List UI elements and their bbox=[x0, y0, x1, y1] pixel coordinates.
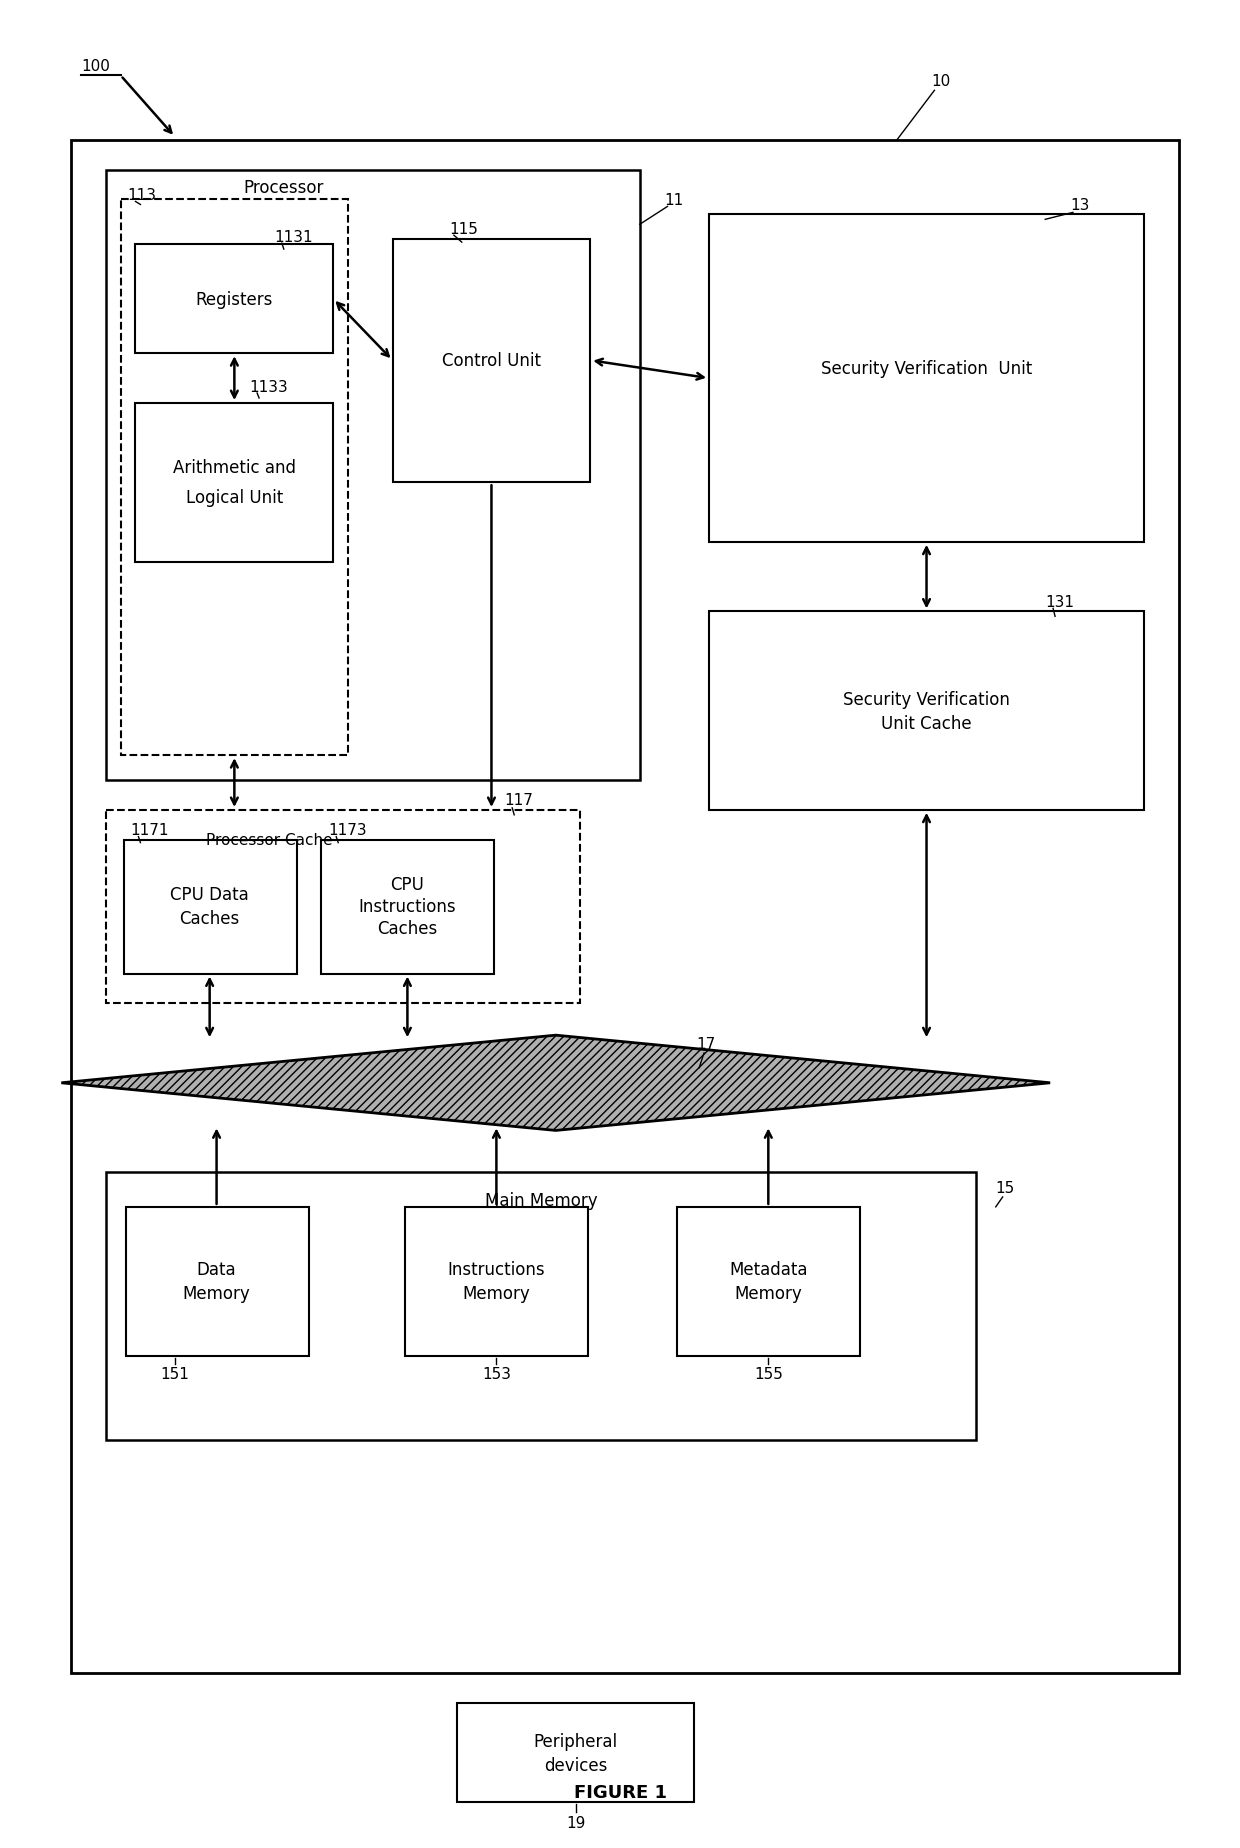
Text: Metadata: Metadata bbox=[729, 1260, 807, 1279]
Text: 151: 151 bbox=[161, 1366, 190, 1380]
Text: 15: 15 bbox=[996, 1179, 1016, 1196]
Text: Instructions: Instructions bbox=[448, 1260, 546, 1279]
Bar bbox=[105, 1172, 976, 1440]
Text: 17: 17 bbox=[696, 1037, 715, 1052]
Bar bbox=[120, 200, 348, 756]
Text: Caches: Caches bbox=[377, 920, 438, 937]
Text: Data: Data bbox=[197, 1260, 237, 1279]
Bar bbox=[321, 841, 495, 974]
Text: Memory: Memory bbox=[463, 1284, 531, 1303]
Text: Processor: Processor bbox=[243, 179, 324, 196]
Text: 113: 113 bbox=[128, 188, 156, 203]
Text: 1173: 1173 bbox=[329, 822, 367, 837]
Text: 1133: 1133 bbox=[249, 379, 288, 394]
Text: Security Verification  Unit: Security Verification Unit bbox=[821, 360, 1032, 379]
Polygon shape bbox=[61, 1035, 1050, 1131]
Bar bbox=[124, 841, 296, 974]
Text: Main Memory: Main Memory bbox=[485, 1192, 598, 1209]
Text: 1131: 1131 bbox=[274, 229, 312, 244]
Text: 155: 155 bbox=[754, 1366, 782, 1380]
Text: Caches: Caches bbox=[180, 909, 239, 928]
Text: 13: 13 bbox=[1070, 198, 1089, 213]
Text: devices: devices bbox=[544, 1756, 608, 1774]
Text: Unit Cache: Unit Cache bbox=[882, 713, 972, 732]
Bar bbox=[393, 240, 590, 482]
Bar bbox=[105, 811, 580, 1003]
Bar bbox=[405, 1207, 588, 1356]
Bar bbox=[71, 140, 1179, 1674]
Text: Memory: Memory bbox=[734, 1284, 802, 1303]
Bar bbox=[709, 612, 1145, 811]
Text: Security Verification: Security Verification bbox=[843, 691, 1009, 708]
Text: CPU: CPU bbox=[391, 876, 424, 894]
Text: 115: 115 bbox=[449, 222, 477, 237]
Text: 100: 100 bbox=[81, 59, 110, 74]
Bar bbox=[135, 403, 334, 562]
Text: 11: 11 bbox=[665, 192, 683, 207]
Bar bbox=[456, 1704, 694, 1802]
Text: 19: 19 bbox=[565, 1815, 585, 1830]
Text: Control Unit: Control Unit bbox=[441, 353, 541, 370]
Text: 153: 153 bbox=[482, 1366, 511, 1380]
Bar bbox=[677, 1207, 861, 1356]
Text: Logical Unit: Logical Unit bbox=[186, 490, 283, 506]
Text: CPU Data: CPU Data bbox=[170, 885, 249, 904]
Text: 117: 117 bbox=[505, 793, 533, 808]
Bar bbox=[135, 246, 334, 355]
Text: Registers: Registers bbox=[196, 290, 273, 309]
Text: Arithmetic and: Arithmetic and bbox=[172, 458, 296, 477]
Text: 10: 10 bbox=[931, 74, 951, 89]
Text: Instructions: Instructions bbox=[358, 898, 456, 915]
Bar bbox=[105, 170, 640, 780]
Bar bbox=[125, 1207, 309, 1356]
Text: FIGURE 1: FIGURE 1 bbox=[574, 1783, 667, 1802]
Text: Peripheral: Peripheral bbox=[533, 1732, 618, 1750]
Text: 131: 131 bbox=[1045, 595, 1074, 610]
Text: Memory: Memory bbox=[182, 1284, 250, 1303]
Bar bbox=[709, 214, 1145, 543]
Text: Processor Cache: Processor Cache bbox=[206, 832, 332, 846]
Text: 1171: 1171 bbox=[130, 822, 169, 837]
